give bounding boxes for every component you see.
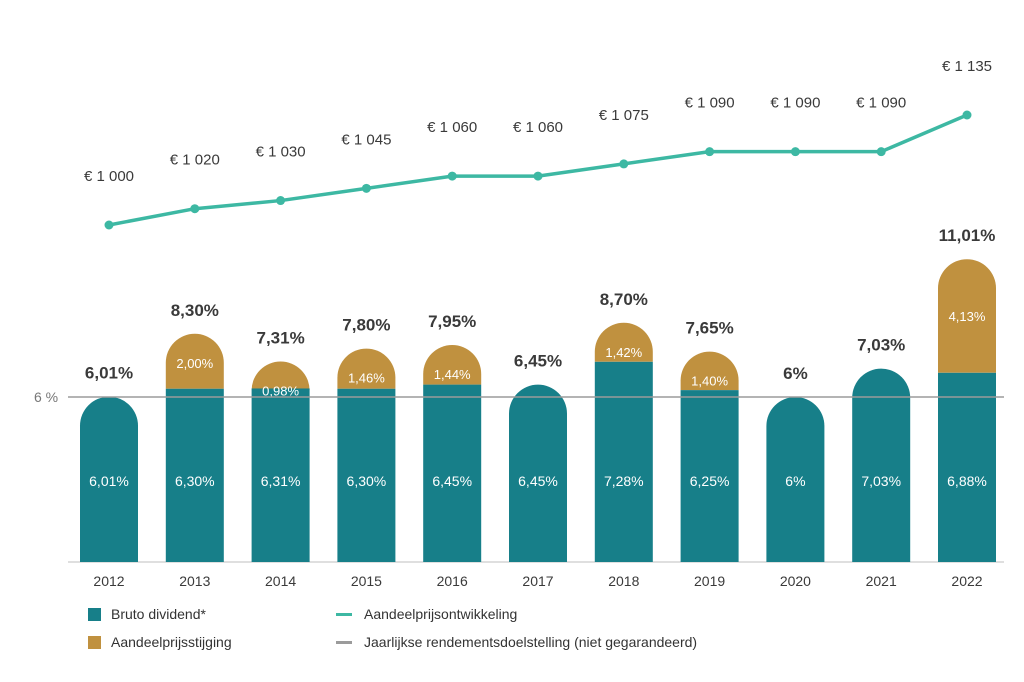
x-tick-2020: 2020: [780, 573, 811, 589]
legend-increase-label: Aandeelprijsstijging: [111, 634, 232, 650]
total-label-2021: 7,03%: [857, 336, 905, 355]
legend-target-label: Jaarlijkse rendementsdoelstelling (niet …: [364, 634, 698, 650]
bar-dividend-2018: [594, 361, 653, 562]
increase-label-2015: 1,46%: [348, 371, 385, 386]
legend-target: Jaarlijkse rendementsdoelstelling (niet …: [336, 634, 697, 650]
total-label-2019: 7,65%: [685, 319, 733, 338]
price-point-2016: [447, 171, 457, 181]
price-label-2016: € 1 060: [427, 119, 477, 136]
price-label-2018: € 1 075: [599, 107, 649, 124]
dividend-label-2021: 7,03%: [861, 473, 901, 489]
dividend-label-2019: 6,25%: [690, 473, 730, 489]
bar-dividend-2022: [938, 372, 996, 562]
increase-label-2019: 1,40%: [691, 374, 728, 389]
dividend-label-2013: 6,30%: [175, 473, 215, 489]
total-label-2018: 8,70%: [600, 290, 648, 309]
legend-price-label: Aandeelprijsontwikkeling: [364, 606, 518, 622]
total-label-2017: 6,45%: [514, 352, 562, 371]
legend-increase-swatch: [88, 635, 101, 649]
x-tick-2019: 2019: [694, 573, 725, 589]
legend-dividend: Bruto dividend*: [88, 606, 206, 622]
price-point-2012: [104, 220, 114, 230]
price-point-2020: [790, 147, 800, 157]
dividend-label-2017: 6,45%: [518, 473, 558, 489]
price-label-2013: € 1 020: [170, 152, 220, 169]
legend-dividend-label: Bruto dividend*: [111, 606, 206, 622]
bar-dividend-2020: [766, 397, 825, 562]
price-point-2019: [705, 147, 715, 157]
bar-increase-2018: [594, 322, 653, 362]
price-point-2018: [619, 159, 629, 169]
x-tick-2017: 2017: [522, 573, 553, 589]
increase-label-2016: 1,44%: [434, 367, 471, 382]
dividend-label-2016: 6,45%: [432, 473, 472, 489]
dividend-label-2022: 6,88%: [947, 473, 987, 489]
price-point-2014: [276, 196, 286, 206]
increase-label-2014: 0,98%: [262, 384, 299, 399]
legend-target-swatch: [336, 640, 352, 644]
total-label-2012: 6,01%: [85, 364, 133, 383]
dividend-label-2012: 6,01%: [89, 473, 129, 489]
bar-increase-2019: [680, 351, 739, 391]
bar-dividend-2021: [852, 368, 911, 562]
legend-increase: Aandeelprijsstijging: [88, 634, 232, 650]
price-label-2015: € 1 045: [341, 131, 391, 148]
x-tick-2015: 2015: [351, 573, 382, 589]
bar-dividend-2013: [165, 388, 224, 562]
price-label-2012: € 1 000: [84, 168, 134, 185]
price-label-2020: € 1 090: [770, 95, 820, 112]
x-tick-2016: 2016: [437, 573, 468, 589]
dividend-label-2020: 6%: [785, 473, 805, 489]
increase-label-2022: 4,13%: [949, 309, 986, 324]
bar-increase-2014: [251, 361, 310, 391]
total-label-2022: 11,01%: [939, 226, 996, 245]
dividend-label-2015: 6,30%: [347, 473, 387, 489]
price-point-2022: [962, 110, 972, 120]
legend-price-swatch: [336, 612, 352, 616]
bar-increase-2013: [165, 333, 224, 389]
legend-dividend-swatch: [88, 607, 101, 621]
bar-dividend-2017: [509, 384, 567, 562]
dividend-label-2018: 7,28%: [604, 473, 644, 489]
x-tick-2022: 2022: [951, 573, 982, 589]
bar-dividend-2014: [251, 388, 310, 562]
bar-increase-2015: [337, 348, 396, 389]
bar-dividend-2012: [80, 396, 138, 562]
x-tick-2021: 2021: [866, 573, 897, 589]
bar-dividend-2015: [337, 388, 396, 562]
total-label-2020: 6%: [783, 364, 808, 383]
price-label-2014: € 1 030: [256, 144, 306, 161]
legend-price: Aandeelprijsontwikkeling: [336, 606, 517, 622]
price-label-2021: € 1 090: [856, 95, 906, 112]
price-point-2015: [361, 183, 371, 193]
dividend-label-2014: 6,31%: [261, 473, 301, 489]
price-point-2021: [876, 147, 886, 157]
increase-label-2013: 2,00%: [176, 356, 213, 371]
bar-dividend-2019: [680, 390, 739, 562]
total-label-2013: 8,30%: [171, 301, 219, 320]
total-label-2016: 7,95%: [428, 312, 476, 331]
x-tick-2014: 2014: [265, 573, 296, 589]
bar-increase-2016: [423, 345, 482, 385]
price-point-2017: [533, 171, 543, 181]
target-line-label: 6 %: [34, 389, 58, 405]
x-tick-2012: 2012: [93, 573, 124, 589]
price-point-2013: [190, 204, 200, 214]
price-label-2022: € 1 135: [942, 58, 992, 75]
x-tick-2013: 2013: [179, 573, 210, 589]
total-label-2014: 7,31%: [256, 329, 304, 348]
bar-increase-2022: [938, 259, 996, 373]
increase-label-2018: 1,42%: [605, 345, 642, 360]
bar-dividend-2016: [423, 384, 482, 562]
price-label-2019: € 1 090: [685, 95, 735, 112]
x-tick-2018: 2018: [608, 573, 639, 589]
price-label-2017: € 1 060: [513, 119, 563, 136]
total-label-2015: 7,80%: [342, 316, 390, 335]
